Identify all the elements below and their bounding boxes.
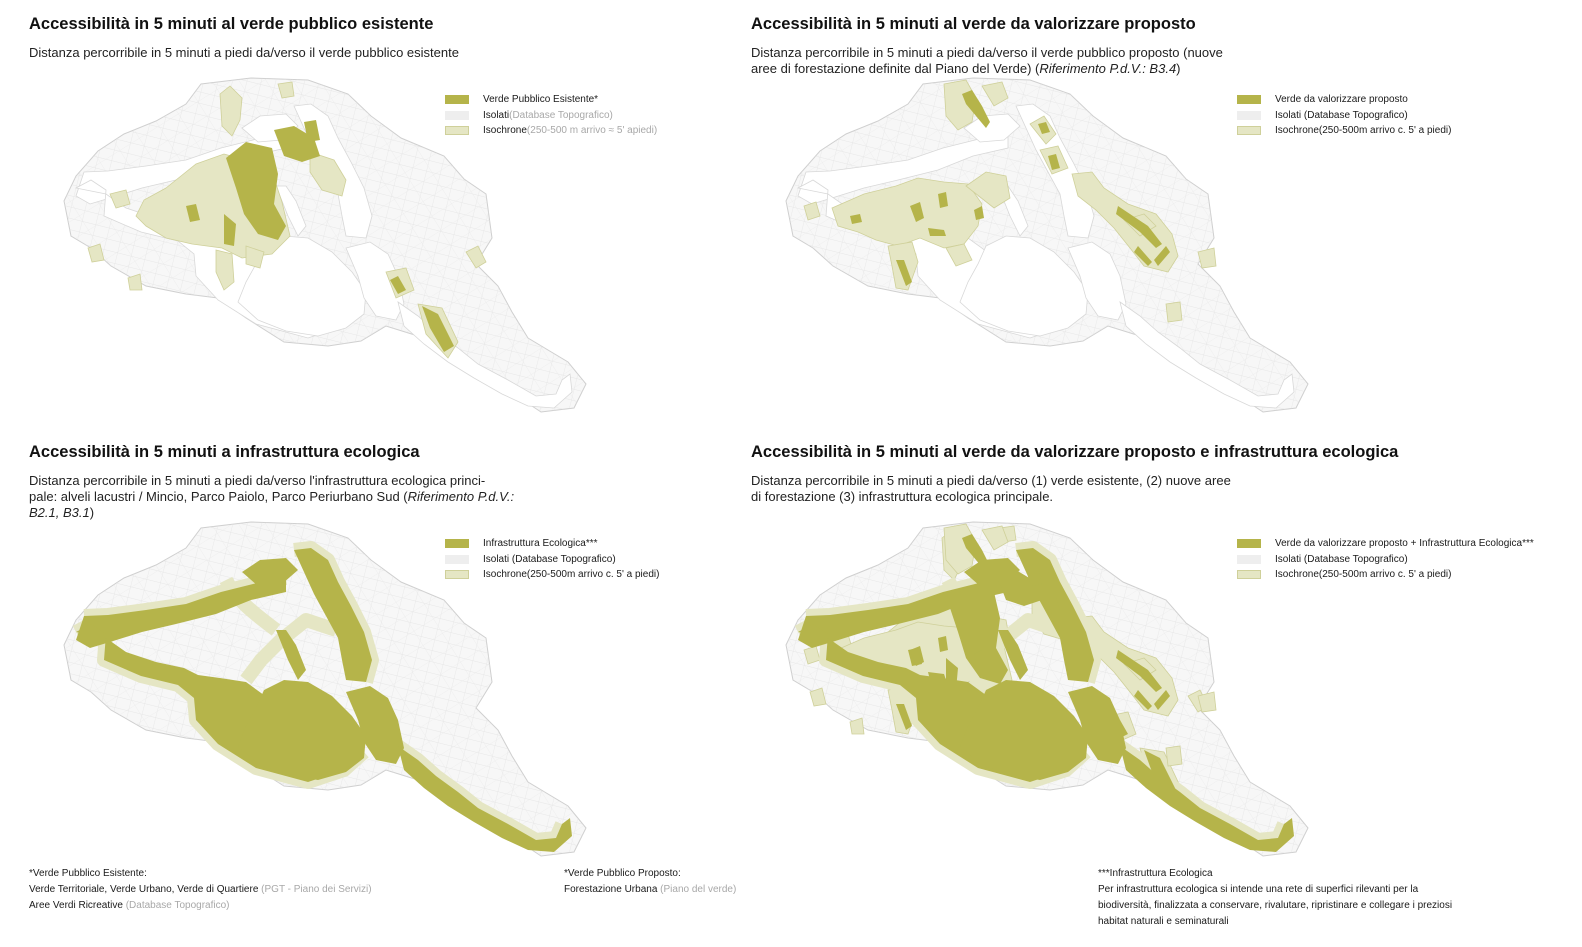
panel-subtitle: Distanza percorribile in 5 minuti a pied… [751,45,1223,76]
legend-item-isochrone: Isochrone(250-500m arrivo c. 5' a piedi) [1237,123,1451,139]
isochrone-swatch [445,126,469,136]
panel-title: Accessibilità in 5 minuti al verde pubbl… [29,15,434,33]
legend-item-isolati: Isolati (Database Topografico) [445,108,657,124]
footnote-existing-green: *Verde Pubblico Esistente: Verde Territo… [29,868,372,911]
panel-title: Accessibilità in 5 minuti al verde da va… [751,443,1399,461]
panel-title: Accessibilità in 5 minuti al verde da va… [751,15,1196,33]
green-swatch [445,95,469,105]
legend: Verde Pubblico Esistente* Isolati (Datab… [445,92,657,139]
legend: Verde da valorizzare proposto + Infrastr… [1237,536,1534,583]
panel-subtitle: Distanza percorribile in 5 minuti a pied… [29,473,515,520]
legend-item-green: Infrastruttura Ecologica*** [445,536,659,552]
legend: Infrastruttura Ecologica*** Isolati (Dat… [445,536,659,583]
footnote-ecological-infrastructure: ***Infrastruttura Ecologica Per infrastr… [1098,868,1453,927]
panel-title: Accessibilità in 5 minuti a infrastruttu… [29,443,420,461]
panel-subtitle: Distanza percorribile in 5 minuti a pied… [751,473,1231,504]
footnote-proposed-green: *Verde Pubblico Proposto: Forestazione U… [564,868,737,895]
legend-item-isolati: Isolati (Database Topografico) [1237,108,1451,124]
legend-item-green: Verde Pubblico Esistente* [445,92,657,108]
legend-item-green: Verde da valorizzare proposto [1237,92,1451,108]
isolati-swatch [445,110,469,120]
legend-item-isochrone: Isochrone (250-500 m arrivo ≈ 5' apiedi) [445,123,657,139]
legend-item-green: Verde da valorizzare proposto + Infrastr… [1237,536,1534,552]
legend: Verde da valorizzare proposto Isolati (D… [1237,92,1451,139]
legend-item-isolati: Isolati (Database Topografico) [445,552,659,568]
legend-item-isochrone: Isochrone(250-500m arrivo c. 5' a piedi) [445,567,659,583]
panel-subtitle: Distanza percorribile in 5 minuti a pied… [29,45,459,60]
legend-item-isolati: Isolati (Database Topografico) [1237,552,1534,568]
legend-item-isochrone: Isochrone(250-500m arrivo c. 5' a piedi) [1237,567,1534,583]
